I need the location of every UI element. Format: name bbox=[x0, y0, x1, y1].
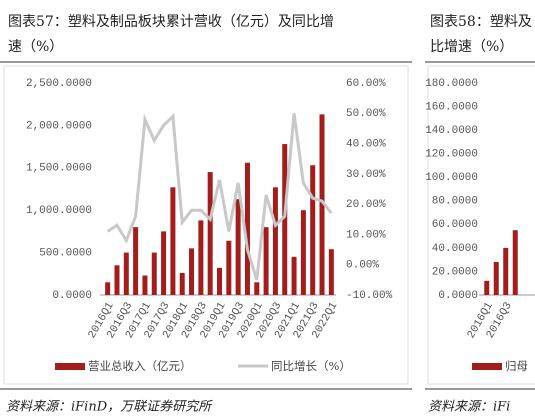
legend-label: 同比增长（%） bbox=[271, 359, 351, 373]
legend-swatch bbox=[55, 363, 85, 370]
y2-tick-label: -10.00% bbox=[346, 290, 393, 302]
line bbox=[106, 113, 333, 281]
y2-tick-label: 40.00% bbox=[346, 138, 386, 150]
bar bbox=[170, 187, 176, 295]
bar bbox=[123, 252, 129, 295]
source-note: 资料来源：iFi bbox=[428, 400, 510, 415]
bar bbox=[179, 272, 185, 295]
y-tick-label: 140.0000 bbox=[425, 125, 478, 137]
y-tick-label: 0.0000 bbox=[52, 290, 92, 302]
legend-swatch bbox=[472, 363, 502, 370]
y-tick-label: 20.0000 bbox=[432, 266, 478, 278]
bar bbox=[328, 249, 334, 295]
y-tick-label: 1,500.0000 bbox=[26, 163, 92, 175]
y-tick-label: 1,000.0000 bbox=[26, 205, 92, 217]
bar bbox=[503, 247, 509, 295]
bar bbox=[235, 199, 241, 295]
chart-frame bbox=[3, 65, 409, 385]
y-tick-label: 160.0000 bbox=[425, 101, 478, 113]
legend-label: 归母 bbox=[505, 359, 528, 373]
bar bbox=[189, 248, 195, 295]
y2-tick-label: 30.00% bbox=[346, 169, 386, 181]
y2-tick-label: 60.00% bbox=[346, 78, 386, 90]
y-tick-label: 60.0000 bbox=[432, 219, 478, 231]
bar bbox=[300, 210, 306, 295]
bar bbox=[151, 252, 157, 295]
bar bbox=[207, 172, 213, 295]
bar bbox=[272, 187, 278, 295]
bar bbox=[217, 267, 222, 295]
y-tick-label: 40.0000 bbox=[432, 243, 478, 255]
bar bbox=[319, 114, 325, 295]
bar bbox=[142, 275, 148, 295]
y-tick-label: 180.0000 bbox=[425, 78, 478, 90]
chart-frame bbox=[427, 65, 535, 385]
y-tick-label: 80.0000 bbox=[432, 196, 478, 208]
y-tick-label: 120.0000 bbox=[425, 149, 478, 161]
bar bbox=[105, 282, 111, 295]
legend-label: 营业总收入（亿元） bbox=[88, 359, 192, 373]
bar bbox=[493, 262, 499, 295]
bar bbox=[310, 165, 316, 295]
bar bbox=[263, 227, 269, 295]
bar bbox=[291, 256, 297, 295]
y-tick-label: 100.0000 bbox=[425, 172, 478, 184]
chart-title: 速（%） bbox=[8, 39, 63, 55]
source-note: 资料来源：iFinD，万联证券研究所 bbox=[6, 399, 213, 415]
chart-title: 图表58：塑料及 bbox=[430, 14, 532, 30]
y2-tick-label: 20.00% bbox=[346, 199, 386, 211]
chart-title: 图表57：塑料及制品板块累计营收（亿元）及同比增 bbox=[8, 14, 334, 30]
bar bbox=[133, 227, 139, 295]
bar bbox=[198, 220, 204, 295]
y-tick-label: 0.0000 bbox=[438, 290, 478, 302]
chart-title: 比增速（%） bbox=[430, 39, 513, 55]
bar bbox=[282, 144, 288, 295]
y-tick-label: 2,000.0000 bbox=[26, 120, 92, 132]
y2-tick-label: 10.00% bbox=[346, 229, 386, 241]
y2-tick-label: 50.00% bbox=[346, 108, 386, 120]
bar bbox=[114, 265, 120, 295]
bar bbox=[512, 230, 518, 295]
y2-tick-label: 0.00% bbox=[346, 260, 379, 272]
bar bbox=[226, 240, 232, 295]
bar bbox=[161, 231, 167, 295]
y-tick-label: 500.0000 bbox=[39, 248, 92, 260]
bar bbox=[254, 282, 260, 295]
bar bbox=[244, 162, 250, 295]
bar bbox=[484, 280, 490, 295]
y-tick-label: 2,500.0000 bbox=[26, 78, 92, 90]
